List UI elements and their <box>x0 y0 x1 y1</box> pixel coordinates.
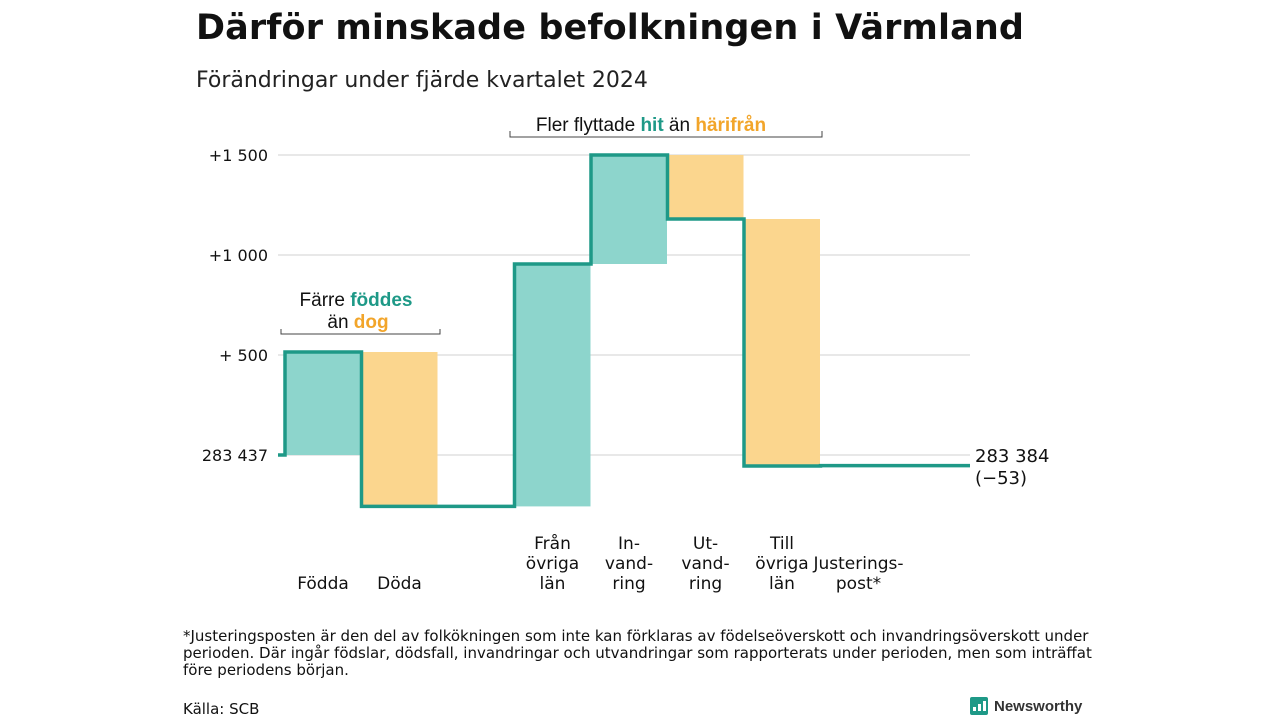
category-label: län <box>769 574 795 594</box>
category-label: vand- <box>605 554 653 574</box>
category-label: post* <box>836 574 881 594</box>
bar-födda <box>285 352 361 455</box>
category-label: Till <box>769 534 794 554</box>
end-value-label: 283 384 <box>975 446 1049 467</box>
annotation-text: än <box>664 115 696 136</box>
category-labels: Födda DödaFrånövrigalänIn-vand-ringUt-van… <box>297 533 903 594</box>
annotation-text: Färre <box>300 290 351 311</box>
y-tick-label: +1 500 <box>209 146 268 165</box>
category-label: Födda <box>297 574 349 594</box>
category-label: övriga <box>526 554 579 574</box>
category-label: ring <box>612 574 645 594</box>
source: Källa: SCB <box>183 700 260 718</box>
cumulative-line <box>278 153 970 509</box>
annotation-text: hit <box>640 115 664 136</box>
bar-till-övriga-län <box>744 219 820 466</box>
birth-death-bracket <box>280 329 441 335</box>
annotation-text: härifrån <box>695 115 766 136</box>
y-tick-label: 283 437 <box>202 446 268 465</box>
cumulative-path <box>278 153 970 509</box>
brand-name: Newsworthy <box>994 697 1083 715</box>
waterfall-chart: 283 437+ 500+1 000+1 500 Födda DödaFrånöv… <box>202 115 1050 594</box>
chart-subtitle: Förändringar under fjärde kvartalet 2024 <box>196 68 648 93</box>
category-label: In- <box>618 534 640 554</box>
category-label: Justerings- <box>812 554 903 574</box>
brand-logo: Newsworthy <box>970 697 1082 715</box>
birth-death-annotation-line2: än dog <box>327 312 388 333</box>
category-label: län <box>540 574 566 594</box>
category-label: Döda <box>377 574 422 594</box>
category-label: Från <box>534 533 571 554</box>
migration-bracket <box>509 131 823 138</box>
end-change-label: (−53) <box>975 468 1027 489</box>
category-label: vand- <box>681 554 729 574</box>
bar-från-övriga-län <box>514 264 591 507</box>
migration-annotation: Fler flyttade hit än härifrån <box>536 115 766 136</box>
category-label: Ut- <box>693 534 718 554</box>
annotation-text: föddes <box>350 290 412 311</box>
bar-ut-vandring <box>667 155 744 219</box>
category-label: övriga <box>755 554 808 574</box>
bar-chart-icon <box>970 697 988 715</box>
footnote: *Justeringsposten är den del av folkökni… <box>183 627 1092 679</box>
annotation-text: än <box>327 312 353 333</box>
birth-death-annotation-line1: Färre föddes <box>300 290 413 311</box>
y-tick-label: +1 000 <box>209 246 268 265</box>
bars <box>285 155 820 507</box>
annotation-text: Fler flyttade <box>536 115 641 136</box>
chart-title: Därför minskade befolkningen i Värmland <box>196 8 1024 48</box>
y-axis-labels: 283 437 + 500 +1 000 +1 500 <box>202 146 268 465</box>
category-label: ring <box>689 574 722 594</box>
end-labels: 283 384(−53) <box>975 446 1049 489</box>
bar-in-vandring <box>591 155 667 264</box>
annotation-text: dog <box>354 312 389 333</box>
bar-döda <box>361 352 438 507</box>
y-tick-label: + 500 <box>219 346 268 365</box>
